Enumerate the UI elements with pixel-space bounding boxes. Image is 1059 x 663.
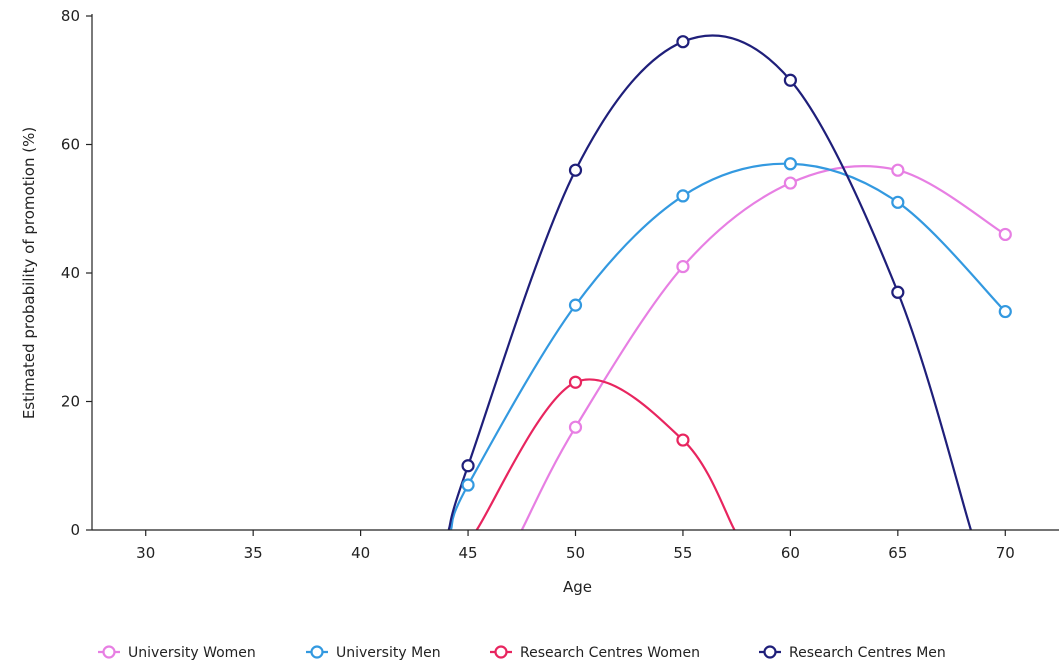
legend-label-1: University Men	[336, 645, 441, 661]
series-points	[461, 35, 1012, 492]
data-point-0-3	[891, 163, 905, 177]
data-point-0-2	[783, 176, 797, 190]
x-tick-label-5: 55	[673, 544, 692, 562]
data-point-1-2	[676, 189, 690, 203]
legend-item-3: Research Centres Men	[759, 645, 946, 661]
series-line-1	[449, 162, 1007, 530]
y-tick-label-2: 40	[61, 264, 80, 282]
series-line-2	[475, 378, 736, 530]
data-point-1-1	[568, 298, 583, 312]
x-tick-label-7: 65	[888, 544, 907, 562]
series-curves	[447, 34, 1007, 530]
legend-item-1: University Men	[306, 645, 441, 661]
legend-swatch-marker-3	[763, 645, 777, 659]
legend-label-0: University Women	[128, 645, 256, 661]
y-tick-label-1: 20	[61, 393, 80, 411]
data-point-0-0	[568, 420, 583, 434]
data-point-0-1	[676, 259, 690, 274]
y-tick-label-4: 80	[61, 7, 80, 25]
legend-swatch-marker-2	[494, 645, 508, 659]
x-tick-label-6: 60	[781, 544, 800, 562]
legend-item-0: University Women	[98, 645, 256, 661]
data-point-3-4	[891, 285, 905, 299]
data-point-2-0	[568, 375, 583, 389]
data-point-2-1	[676, 433, 690, 447]
data-point-1-0	[461, 478, 475, 492]
series-line-3	[447, 34, 972, 530]
data-point-1-3	[783, 157, 797, 171]
data-point-3-2	[676, 35, 690, 49]
y-axis-title: Estimated probability of promotion (%)	[20, 127, 38, 419]
data-point-1-4	[891, 195, 905, 209]
legend-swatch-marker-0	[102, 645, 116, 659]
legend-item-2: Research Centres Women	[490, 645, 700, 661]
legend-label-2: Research Centres Women	[520, 645, 700, 661]
x-tick-label-1: 35	[244, 544, 263, 562]
y-tick-label-0: 0	[70, 521, 80, 539]
x-tick-label-0: 30	[136, 544, 155, 562]
data-point-3-1	[568, 163, 583, 177]
x-tick-label-8: 70	[996, 544, 1015, 562]
legend-swatch-marker-1	[310, 645, 324, 659]
legend: University Women University Men Research C…	[98, 645, 946, 661]
x-axis-title: Age	[563, 578, 592, 596]
data-point-3-3	[783, 73, 797, 87]
series-line-0	[520, 165, 1006, 530]
data-point-3-0	[461, 459, 475, 473]
legend-label-3: Research Centres Men	[789, 645, 946, 661]
axes: 0 20 40 60 80 30 35 40 45 50 55 60 65 70	[61, 7, 1059, 562]
y-tick-label-3: 60	[61, 136, 80, 154]
data-point-1-5	[998, 304, 1012, 319]
data-point-0-4	[998, 227, 1012, 242]
x-tick-label-2: 40	[351, 544, 370, 562]
x-tick-label-4: 50	[566, 544, 585, 562]
x-tick-label-3: 45	[459, 544, 478, 562]
